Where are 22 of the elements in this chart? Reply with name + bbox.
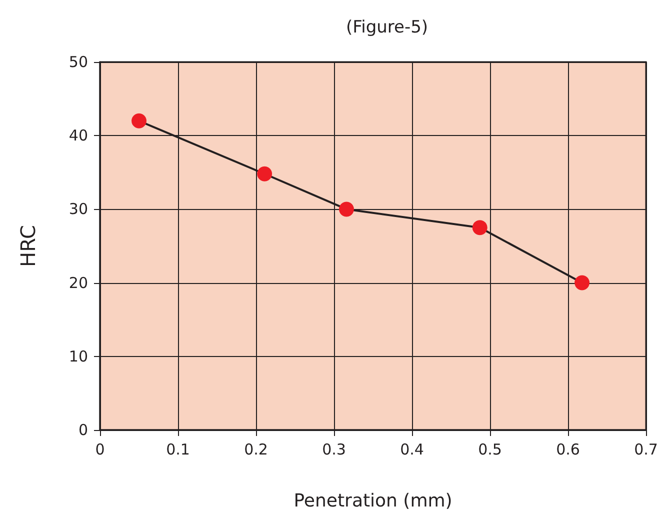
x-tick-label: 0.3 (322, 440, 346, 458)
x-tick-label: 0 (95, 440, 105, 458)
y-tick-label: 40 (68, 126, 88, 145)
x-tick-label: 0.4 (400, 440, 424, 458)
x-tick-label: 0.2 (244, 440, 268, 458)
point (472, 220, 488, 236)
x-axis-title: Penetration (mm) (294, 490, 452, 512)
y-tick-label: 20 (68, 274, 88, 292)
x-tick-label: 0.1 (166, 440, 190, 458)
chart-title: (Figure-5) (346, 18, 428, 38)
y-axis-title: HRC (16, 225, 40, 267)
point (574, 275, 590, 290)
x-tick-label: 0.5 (478, 440, 502, 458)
y-tick-label: 0 (78, 421, 88, 439)
x-tick-label: 0.7 (634, 440, 658, 458)
x-tick-label: 0.6 (556, 440, 580, 458)
point (257, 166, 272, 182)
point (338, 202, 354, 217)
y-tick-label: 30 (68, 200, 88, 218)
y-tick-label: 50 (68, 53, 88, 71)
point (132, 113, 146, 128)
y-tick-label: 10 (68, 347, 88, 366)
